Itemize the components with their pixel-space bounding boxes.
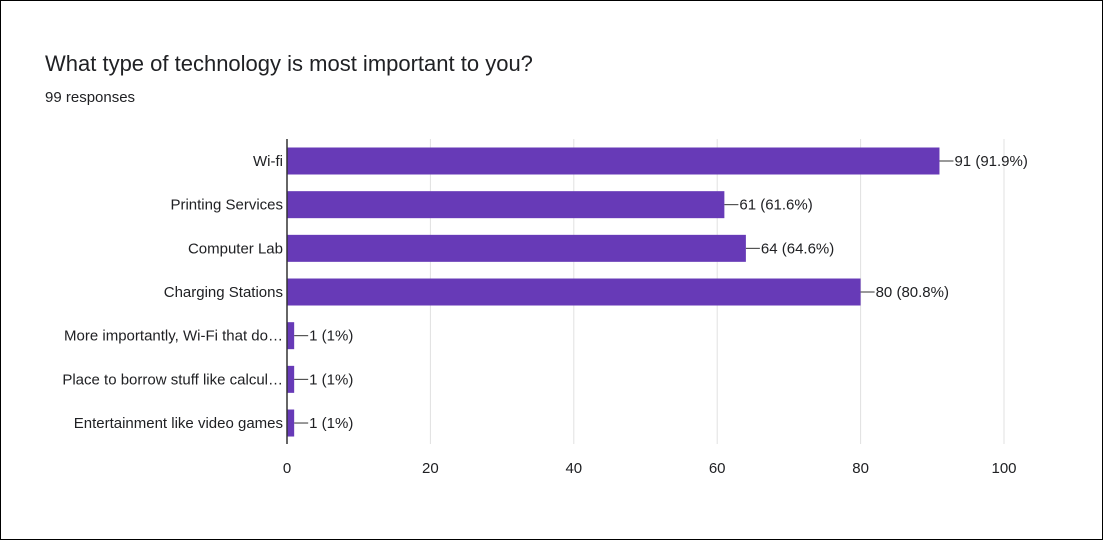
x-tick-label: 60	[709, 460, 726, 477]
response-count: 99 responses	[45, 89, 136, 106]
x-tick-label: 0	[283, 460, 291, 477]
question-title: What type of technology is most importan…	[45, 51, 533, 76]
category-label: Place to borrow stuff like calcul…	[62, 371, 283, 388]
data-label: 91 (91.9%)	[954, 153, 1027, 170]
category-label: Computer Lab	[188, 240, 283, 257]
bar	[287, 147, 940, 175]
category-label: Charging Stations	[164, 284, 283, 301]
data-label: 80 (80.8%)	[876, 284, 949, 301]
data-label: 1 (1%)	[309, 371, 353, 388]
data-label: 61 (61.6%)	[739, 197, 812, 214]
bar	[287, 234, 746, 262]
category-label: Printing Services	[170, 197, 283, 214]
data-label: 1 (1%)	[309, 328, 353, 345]
x-tick-label: 100	[991, 460, 1016, 477]
data-label: 1 (1%)	[309, 415, 353, 432]
bar	[287, 409, 295, 437]
bar	[287, 322, 295, 350]
x-tick-label: 80	[852, 460, 869, 477]
category-label: Wi-fi	[253, 153, 283, 170]
category-label: Entertainment like video games	[74, 415, 283, 432]
bar	[287, 278, 861, 306]
category-label: More importantly, Wi-Fi that do…	[64, 328, 283, 345]
data-label: 64 (64.6%)	[761, 240, 834, 257]
x-tick-label: 20	[422, 460, 439, 477]
x-tick-label: 40	[565, 460, 582, 477]
bar-chart: 0 20 40 60 80 100 Wi-fi 91 (91.9%) Printing Serv…	[62, 139, 1028, 477]
bar	[287, 365, 295, 393]
bar	[287, 191, 725, 219]
